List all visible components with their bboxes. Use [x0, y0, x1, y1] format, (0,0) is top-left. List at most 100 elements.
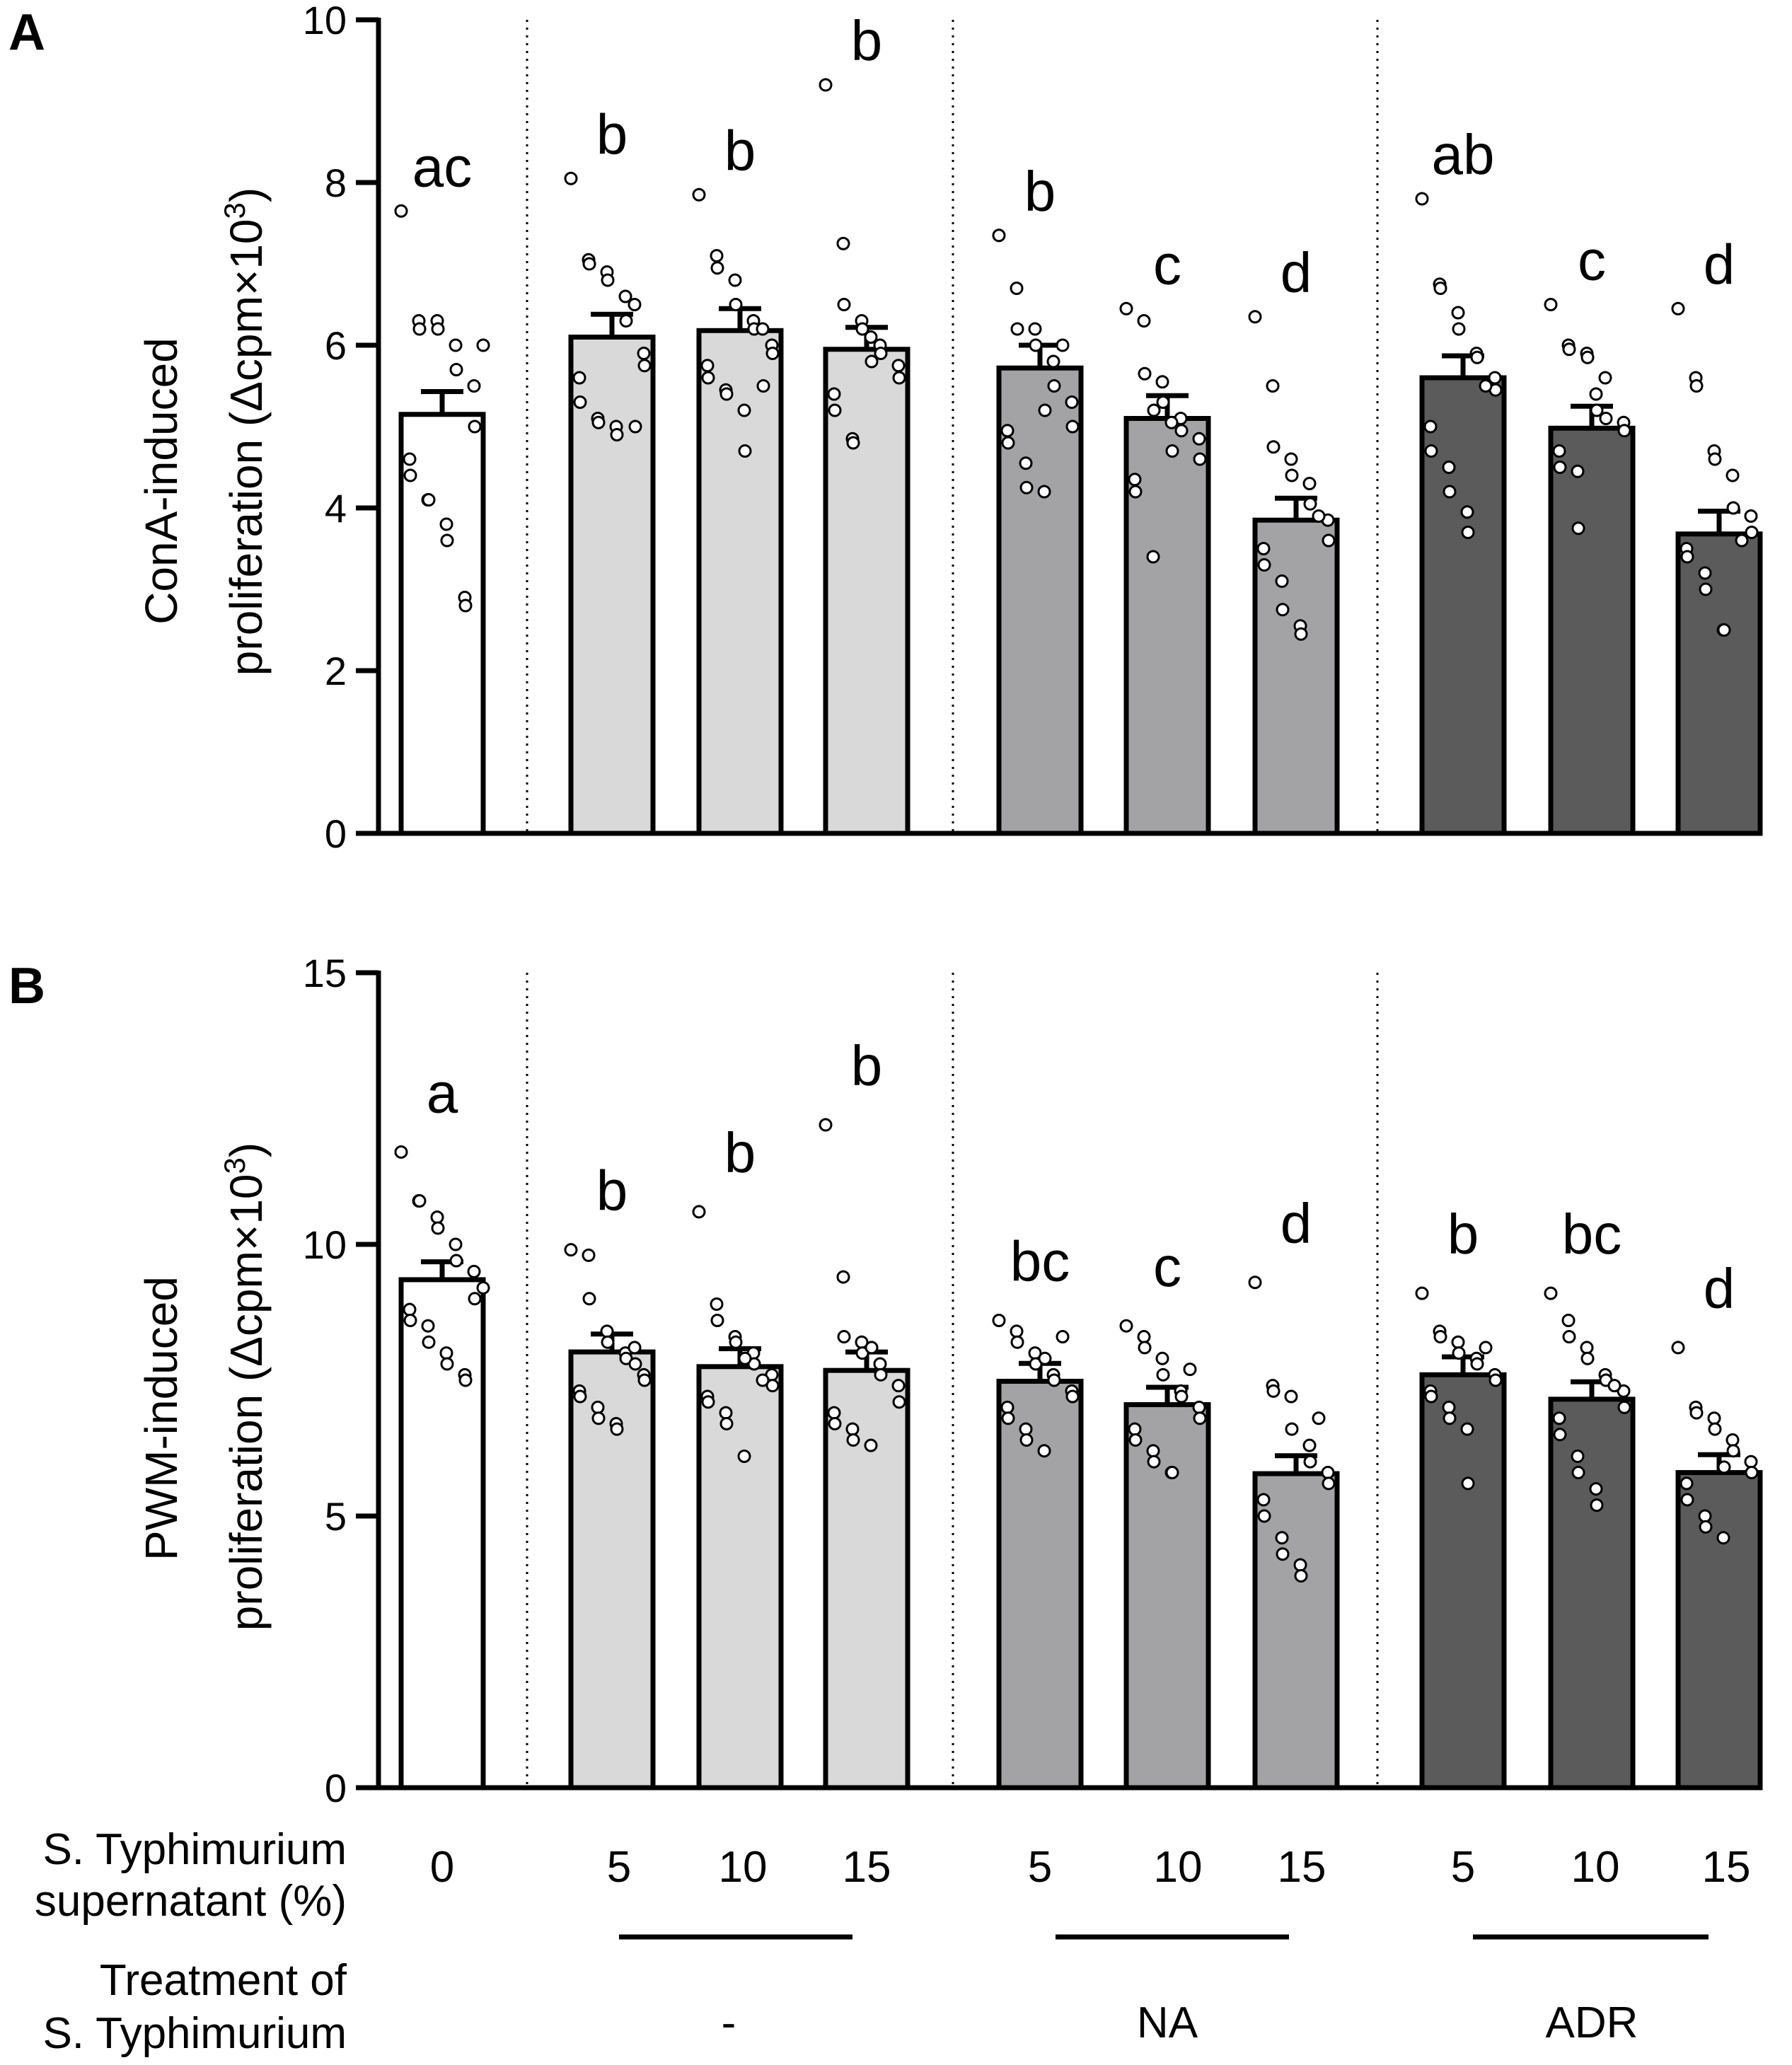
panel-b-point-7-6	[1470, 1357, 1484, 1371]
panel-a-bar-8	[1548, 425, 1636, 836]
x-annotation: S. Typhimurium supernatant (%) Treatment…	[35, 1825, 1751, 2058]
panel-b-ytick-label-3: 15	[303, 951, 347, 995]
panel-a-point-4-5	[1046, 354, 1060, 369]
panel-a-point-5-7	[1192, 432, 1206, 446]
panel-b-point-5-14	[1165, 1466, 1179, 1480]
panel-a-point-4-14	[1038, 403, 1052, 417]
panel-a-ylabel-main: proliferation (Δcpm×10	[221, 219, 272, 676]
panel-b-point-5-6	[1174, 1389, 1189, 1404]
panel-b-point-6-2	[1266, 1384, 1281, 1398]
panel-b-point-0-5	[449, 1237, 463, 1251]
panel-a-point-3-1	[836, 236, 850, 250]
panel-b-point-2-11	[719, 1406, 733, 1420]
panel-b-point-8-10	[1553, 1428, 1567, 1442]
panel-b-bar-9	[1675, 1470, 1763, 1791]
panel-b-letter-0: a	[427, 1061, 458, 1124]
panel-a-point-9-6	[1726, 501, 1740, 515]
panel-b-ylabel-line1: PWM-induced	[136, 1276, 187, 1561]
panel-a-point-7-6	[1470, 350, 1484, 364]
supernatant-label-line2: supernatant (%)	[35, 1877, 347, 1926]
panel-b-point-0-2	[412, 1194, 427, 1208]
panel-a-point-9-2	[1689, 379, 1704, 393]
panel-b-point-6-15	[1312, 1411, 1326, 1425]
panel-b-ytick-label-1: 5	[325, 1494, 347, 1539]
panel-b-point-6-0	[1248, 1276, 1262, 1290]
panel-a-point-5-14	[1165, 444, 1179, 458]
panel-a-point-0-0	[394, 204, 408, 218]
panel-b-point-8-11	[1571, 1450, 1585, 1464]
panel-b-point-1-4	[601, 1335, 615, 1349]
supernatant-value-5: 10	[1154, 1843, 1203, 1892]
panel-b-point-9-10	[1680, 1493, 1694, 1507]
panel-a-point-6-0	[1248, 310, 1262, 324]
panel-b-bar-7	[1419, 1372, 1507, 1791]
panel-a-point-3-6	[874, 347, 888, 360]
panel-a-point-4-2	[1010, 322, 1024, 336]
supernatant-value-8: 10	[1571, 1843, 1620, 1892]
supernatant-value-1: 5	[607, 1843, 631, 1892]
panel-a-point-7-12	[1443, 485, 1457, 499]
panel-a-point-9-15	[1735, 533, 1749, 548]
panel-b-point-4-14	[1038, 1351, 1052, 1365]
panel-a-point-4-0	[992, 229, 1006, 243]
panel-a-point-8-13	[1589, 387, 1603, 401]
panel-a-ytick-label-4: 8	[325, 161, 347, 205]
panel-b-point-2-15	[756, 1373, 770, 1387]
treatment-group-adr: ADR	[1546, 1999, 1638, 2047]
panel-a-point-2-1	[710, 249, 724, 262]
panel-b-point-8-8	[1617, 1400, 1631, 1414]
panel-a-point-7-11	[1442, 461, 1456, 474]
panel-a-point-0-2	[412, 322, 427, 336]
panel-a-bar-1	[568, 335, 656, 836]
panel-a-point-9-14	[1717, 623, 1731, 637]
panel-b-point-3-14	[865, 1341, 879, 1355]
panel-b-point-8-13	[1589, 1482, 1603, 1496]
panel-b-point-7-0	[1415, 1286, 1429, 1300]
panel-b-point-5-12	[1147, 1454, 1161, 1469]
panel-a: A ConA-induced proliferation (Δcpm×103) …	[8, 0, 1763, 856]
panel-b-bar-1	[568, 1349, 656, 1791]
panel-a-point-3-2	[837, 298, 851, 311]
panel-a-ytick-label-2: 4	[325, 486, 347, 531]
panel-a-point-9-5	[1725, 468, 1740, 482]
panel-b-letter-7: b	[1447, 1203, 1479, 1266]
panel-b-point-5-9	[1128, 1422, 1142, 1436]
panel-b-point-5-11	[1146, 1444, 1160, 1458]
panel-b-point-7-3	[1451, 1335, 1465, 1349]
panel-a-point-8-8	[1617, 424, 1631, 438]
panel-a-bar-9	[1675, 531, 1763, 836]
panel-a-letter-1: b	[596, 103, 628, 166]
panel-b-point-4-11	[1019, 1422, 1033, 1436]
panel-b-point-8-2	[1562, 1330, 1576, 1344]
panel-a-point-8-6	[1599, 412, 1613, 425]
panel-b-point-6-5	[1302, 1438, 1317, 1452]
panel-a-point-0-17	[476, 338, 490, 352]
panel-b-point-9-14	[1717, 1460, 1731, 1474]
panel-b-point-4-9	[1000, 1400, 1014, 1414]
panel-a-point-1-16	[628, 420, 642, 434]
panel-b-point-6-3	[1284, 1389, 1298, 1404]
panel-b-point-0-16	[458, 1373, 473, 1387]
treatment-group-none: -	[722, 1999, 736, 2047]
panel-a-point-6-11	[1275, 574, 1289, 588]
panel-a-point-9-11	[1698, 566, 1712, 580]
panel-a-point-4-8	[1065, 420, 1080, 434]
panel-b-point-0-14	[440, 1357, 454, 1371]
panel-a-point-5-4	[1156, 395, 1170, 409]
panel-b-point-9-9	[1680, 1476, 1694, 1491]
treatment-group-na: NA	[1137, 1999, 1198, 2047]
panel-b-point-5-10	[1128, 1433, 1143, 1447]
panel-b-point-6-4	[1285, 1422, 1299, 1436]
panel-a-point-9-8	[1745, 526, 1759, 539]
panel-a-letter-7: ab	[1432, 123, 1495, 186]
panel-b-point-5-7	[1192, 1400, 1206, 1414]
panel-b-point-3-2	[837, 1330, 851, 1344]
panel-b-point-4-12	[1019, 1433, 1034, 1447]
panel-a-point-2-10	[701, 371, 715, 385]
supernatant-value-6: 15	[1278, 1843, 1326, 1892]
panel-b-point-3-7	[891, 1379, 906, 1393]
panel-a-point-1-9	[572, 371, 586, 385]
panel-a-point-4-9	[1000, 424, 1014, 438]
panel-b-letter-5: c	[1153, 1235, 1181, 1298]
supernatant-label-line1: S. Typhimurium	[42, 1825, 347, 1874]
